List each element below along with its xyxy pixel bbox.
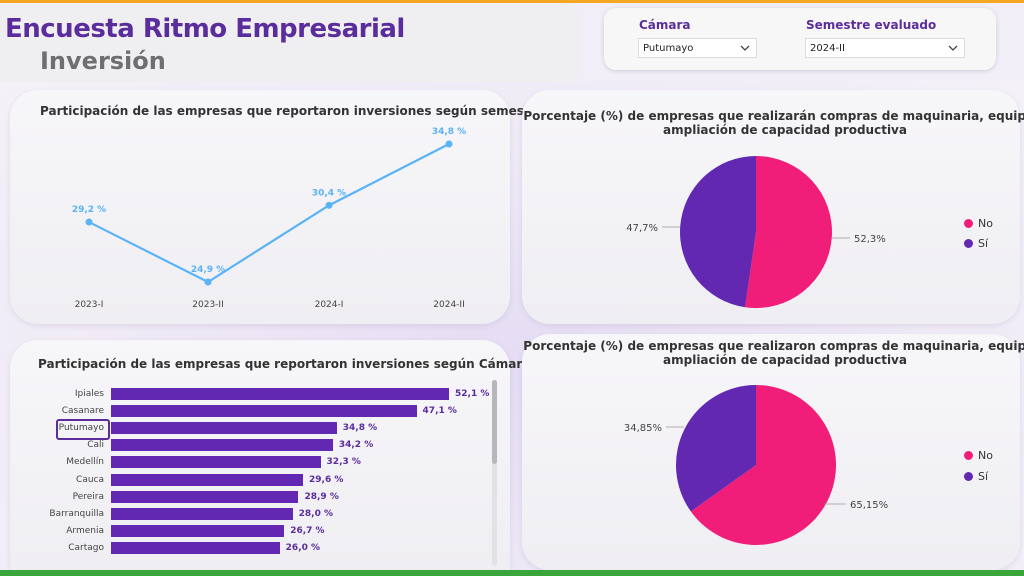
bar-value-label: 32,3 % [326, 457, 361, 468]
line-x-tick-label: 2024-I [315, 300, 344, 310]
bar-category-label: Medellín [66, 457, 104, 468]
pie-top-legend-si[interactable]: Sí [964, 237, 988, 250]
line-point[interactable] [85, 218, 93, 226]
bar-rect[interactable] [111, 439, 333, 452]
scrollbar-thumb[interactable] [492, 380, 497, 464]
page-title: Encuesta Ritmo Empresarial [5, 14, 405, 44]
chevron-down-icon [740, 45, 750, 51]
pie-data-label: 34,85% [624, 423, 662, 434]
page-subtitle: Inversión [40, 47, 166, 75]
bar-rect[interactable] [111, 388, 449, 400]
line-chart: 29,2 % 2023-I 24,9 % 2023-II 30,4 % 2024-I 34,… [72, 127, 466, 310]
top-accent-strip [0, 0, 1024, 3]
line-series [88, 143, 450, 284]
pie-data-label: 65,15% [850, 500, 888, 511]
bar-rect[interactable] [111, 422, 337, 435]
bar-rect[interactable] [111, 524, 285, 537]
legend-no-label: No [978, 449, 993, 462]
pie-bottom-title-line1: Porcentaje (%) de empresas que realizaro… [523, 339, 1024, 353]
legend-dot-icon [964, 451, 973, 460]
bar-value-label: 34,8 % [342, 423, 378, 434]
pie-slice[interactable] [745, 156, 832, 308]
bar-category-label: Barranquilla [49, 508, 104, 519]
bar-category-label: Cauca [76, 474, 104, 485]
bar-rect[interactable] [111, 456, 321, 469]
pie-bottom-title-line2: ampliación de capacidad productiva [663, 353, 907, 367]
bar-rect[interactable] [111, 405, 417, 418]
bar-category-label: Ipiales [74, 389, 104, 399]
line-x-tick-label: 2023-II [192, 300, 223, 310]
bar-chart-title: Participación de las empresas que report… [38, 357, 531, 371]
pie-top-title-line2: ampliación de capacidad productiva [663, 123, 907, 137]
bar-category-label: Casanare [61, 406, 104, 417]
semestre-dropdown[interactable]: 2024-II [805, 38, 965, 58]
line-chart-card [10, 90, 510, 324]
legend-dot-icon [964, 239, 973, 248]
pie-top-chart: 52,3% 47,7% [626, 156, 886, 308]
bar-category-label: Pereira [72, 491, 104, 502]
pie-data-label: 47,7% [626, 223, 658, 234]
bar-value-label: 28,9 % [304, 491, 339, 502]
bar-value-label: 52,1 % [455, 389, 490, 399]
line-data-label: 30,4 % [312, 188, 346, 198]
pie-data-label: 52,3% [854, 234, 886, 245]
chevron-down-icon [948, 45, 958, 51]
legend-si-label: Sí [978, 237, 989, 250]
line-data-label: 34,8 % [432, 127, 466, 137]
bottom-accent-strip [0, 570, 1024, 576]
semestre-dropdown-value: 2024-II [810, 43, 845, 54]
legend-dot-icon [964, 472, 973, 481]
pie-top-legend-no[interactable]: No [964, 217, 993, 230]
legend-dot-icon [964, 219, 973, 228]
line-chart-title: Participación de las empresas que report… [40, 104, 544, 118]
pie-bottom-title: Porcentaje (%) de empresas que realizaro… [522, 339, 1024, 367]
pie-bottom-legend-no[interactable]: No [964, 449, 993, 462]
bar-category-label: Putumayo [58, 423, 104, 434]
legend-si-label: Sí [978, 470, 989, 483]
line-data-label: 29,2 % [72, 205, 106, 215]
bar-value-label: 28,0 % [298, 508, 333, 519]
bar-category-label: Armenia [66, 525, 104, 536]
bar-value-label: 26,0 % [285, 542, 321, 553]
header-panel: Encuesta Ritmo Empresarial Inversión [0, 4, 580, 82]
filter-panel: Cámara Putumayo Semestre evaluado 2024-I… [604, 8, 996, 70]
legend-no-label: No [978, 217, 993, 230]
line-point[interactable] [204, 278, 212, 286]
pie-bottom-chart: 65,15% 34,85% [624, 385, 888, 545]
bar-value-label: 47,1 % [422, 406, 457, 417]
line-point[interactable] [325, 201, 333, 209]
bar-rect[interactable] [111, 507, 293, 520]
bar-rect[interactable] [111, 473, 304, 486]
line-point[interactable] [445, 140, 453, 148]
bar-value-label: 34,2 % [338, 440, 374, 451]
line-data-label: 24,9 % [191, 265, 225, 275]
line-x-tick-label: 2023-I [75, 300, 104, 310]
pie-top-title-line1: Porcentaje (%) de empresas que realizará… [523, 109, 1024, 123]
bar-rect[interactable] [111, 541, 280, 554]
scrollbar-track[interactable] [492, 380, 497, 566]
bar-category-label: Cartago [68, 542, 104, 553]
bar-rect[interactable] [111, 490, 299, 503]
pie-slice[interactable] [676, 385, 756, 512]
camara-dropdown-value: Putumayo [643, 43, 694, 54]
pie-slice[interactable] [690, 385, 837, 545]
highlighted-camara-box [56, 419, 110, 440]
bar-value-label: 29,6 % [309, 474, 344, 485]
line-x-tick-label: 2024-II [433, 300, 464, 310]
pie-bottom-legend-si[interactable]: Sí [964, 470, 988, 483]
pie-top-title: Porcentaje (%) de empresas que realizará… [522, 109, 1024, 137]
camara-dropdown[interactable]: Putumayo [638, 38, 757, 58]
pie-slice[interactable] [680, 156, 756, 308]
bar-value-label: 26,7 % [290, 525, 325, 536]
bar-category-label: Cali [87, 440, 104, 451]
camara-filter-label: Cámara [639, 18, 691, 32]
semestre-filter-label: Semestre evaluado [806, 18, 937, 32]
